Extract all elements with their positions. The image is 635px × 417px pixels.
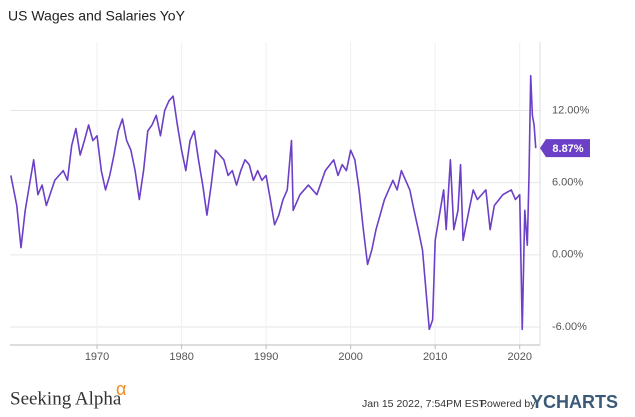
- brand: Seeking Alpha: [10, 388, 122, 409]
- annotation-flag: [540, 139, 590, 158]
- y-tick-label: 6.00%: [552, 177, 583, 189]
- x-tick-label: 1980: [169, 351, 193, 363]
- annotation-label: 8.87%: [552, 143, 583, 155]
- y-tick-label: 0.00%: [552, 249, 583, 261]
- line: [10, 74, 537, 331]
- x-tick-label: 2000: [338, 351, 362, 363]
- powered-by: Powered by: [480, 398, 536, 410]
- x-tick-label: 1970: [85, 351, 109, 363]
- x-tick-label: 2010: [423, 351, 447, 363]
- provider: YCHARTS: [531, 392, 618, 412]
- x-tick-label: 1990: [254, 351, 278, 363]
- x-tick-label: 2020: [507, 351, 531, 363]
- y-tick-label: 12.00%: [552, 104, 590, 116]
- timestamp: Jan 15 2022, 7:54PM EST.: [362, 398, 487, 410]
- y-tick-label: -6.00%: [552, 321, 587, 333]
- chart-title: US Wages and Salaries YoY: [8, 8, 186, 24]
- brand-symbol: α: [116, 379, 126, 399]
